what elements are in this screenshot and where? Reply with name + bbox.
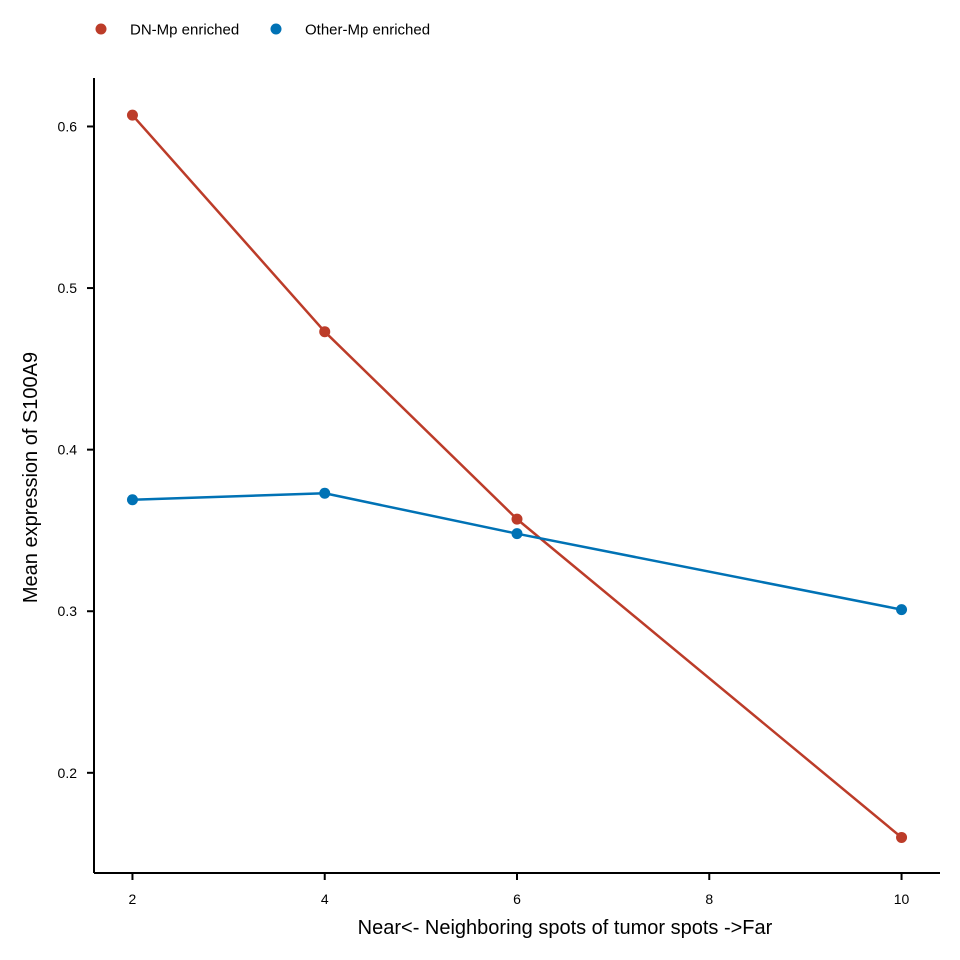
legend: DN-Mp enriched Other-Mp enriched — [95, 22, 430, 39]
y-tick-label: 0.6 — [58, 118, 78, 134]
y-tick-label: 0.3 — [58, 603, 78, 619]
y-axis-title: Mean expression of S100A9 — [20, 352, 42, 603]
series-layer — [126, 109, 908, 843]
x-tick-label: 4 — [321, 891, 329, 907]
y-tick-label: 0.4 — [58, 442, 78, 458]
data-point — [319, 326, 331, 338]
data-point — [511, 513, 523, 525]
y-ticks: 0.2 0.3 0.4 0.5 0.6 — [58, 118, 94, 781]
series-line-1 — [132, 492, 902, 611]
x-ticks: 2 4 6 8 10 — [129, 873, 910, 907]
data-point — [511, 528, 523, 540]
legend-marker — [95, 23, 107, 35]
data-point — [126, 494, 138, 506]
data-point — [896, 831, 908, 843]
legend-label: Other-Mp enriched — [305, 22, 430, 39]
axes: 2 4 6 8 10 0.2 0.3 0.4 0.5 0.6 — [58, 78, 940, 907]
x-tick-label: 10 — [894, 891, 910, 907]
y-tick-label: 0.2 — [58, 765, 78, 781]
x-axis-title: Near<- Neighboring spots of tumor spots … — [358, 917, 773, 939]
legend-label: DN-Mp enriched — [130, 22, 239, 39]
y-tick-label: 0.5 — [58, 280, 78, 296]
legend-marker — [270, 23, 282, 35]
series-line-0 — [131, 114, 903, 839]
data-point — [319, 487, 331, 499]
x-tick-label: 2 — [129, 891, 137, 907]
x-tick-label: 8 — [705, 891, 713, 907]
x-tick-label: 6 — [513, 891, 521, 907]
data-point — [896, 604, 908, 616]
data-point — [126, 109, 138, 121]
